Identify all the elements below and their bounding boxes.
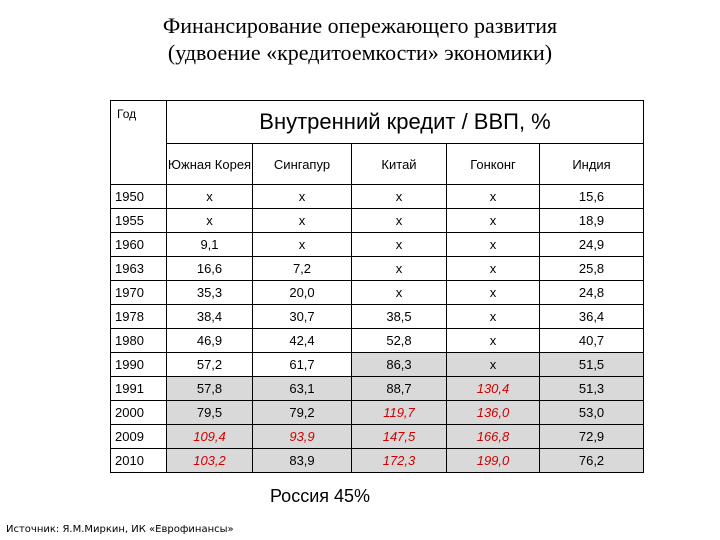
table-row: 2009 109,4 93,9 147,5 166,8 72,9 xyxy=(110,424,645,449)
value-cell: 25,8 xyxy=(538,256,645,281)
value-cell: 20,0 xyxy=(252,280,352,305)
year-cell: 1980 xyxy=(110,328,167,353)
value-cell: 57,8 xyxy=(166,376,253,401)
value-cell: 9,1 xyxy=(166,232,253,257)
value-cell: 63,1 xyxy=(252,376,352,401)
value-cell: 79,5 xyxy=(166,400,253,425)
value-cell: 40,7 xyxy=(538,328,645,353)
table-row: 1990 57,2 61,7 86,3 x 51,5 xyxy=(110,352,645,377)
value-cell: x xyxy=(351,184,447,209)
column-header: Сингапур xyxy=(252,143,352,185)
title-line-2: (удвоение «кредитоемкости» экономики) xyxy=(167,40,553,65)
value-cell: 88,7 xyxy=(351,376,447,401)
value-cell: x xyxy=(351,232,447,257)
table-row: 1950 x x x x 15,6 xyxy=(110,184,645,209)
value-cell: x xyxy=(252,208,352,233)
credit-gdp-table: Год Внутренний кредит / ВВП, % Южная Кор… xyxy=(110,100,645,473)
value-cell: x xyxy=(446,256,540,281)
table-row: 1978 38,4 30,7 38,5 x 36,4 xyxy=(110,304,645,329)
value-cell: 42,4 xyxy=(252,328,352,353)
value-cell: x xyxy=(446,280,540,305)
value-cell: x xyxy=(351,280,447,305)
value-cell: x xyxy=(252,184,352,209)
value-cell: x xyxy=(446,304,540,329)
value-cell: x xyxy=(446,352,540,377)
column-header: Гонконг xyxy=(446,143,540,185)
value-cell: 18,9 xyxy=(538,208,645,233)
value-cell: 52,8 xyxy=(351,328,447,353)
table-row: 1963 16,6 7,2 x x 25,8 xyxy=(110,256,645,281)
value-cell: 83,9 xyxy=(252,448,352,473)
main-header: Внутренний кредит / ВВП, % xyxy=(165,100,645,144)
value-cell: 16,6 xyxy=(166,256,253,281)
value-cell: 76,2 xyxy=(538,448,645,473)
value-cell: 38,5 xyxy=(351,304,447,329)
year-cell: 1970 xyxy=(110,280,167,305)
value-cell: 36,4 xyxy=(538,304,645,329)
value-cell: 30,7 xyxy=(252,304,352,329)
value-cell: 119,7 xyxy=(351,400,447,425)
value-cell: 109,4 xyxy=(166,424,253,449)
value-cell: 15,6 xyxy=(538,184,645,209)
value-cell: 46,9 xyxy=(166,328,253,353)
table-header-row-2: Южная Корея Сингапур Китай Гонконг Индия xyxy=(111,143,645,185)
table-row: 1991 57,8 63,1 88,7 130,4 51,3 xyxy=(110,376,645,401)
value-cell: x xyxy=(166,208,253,233)
column-header: Индия xyxy=(538,143,645,185)
column-header: Южная Корея xyxy=(166,143,253,185)
value-cell: 103,2 xyxy=(166,448,253,473)
year-header: Год xyxy=(110,100,167,185)
value-cell: x xyxy=(446,328,540,353)
title-line-1: Финансирование опережающего развития xyxy=(162,13,558,38)
value-cell: 35,3 xyxy=(166,280,253,305)
value-cell: 86,3 xyxy=(351,352,447,377)
value-cell: x xyxy=(351,256,447,281)
value-cell: x xyxy=(351,208,447,233)
value-cell: 199,0 xyxy=(446,448,540,473)
year-cell: 1960 xyxy=(110,232,167,257)
table-row: 1970 35,3 20,0 x x 24,8 xyxy=(110,280,645,305)
table-header-row-1: Год Внутренний кредит / ВВП, % xyxy=(110,100,645,185)
value-cell: 7,2 xyxy=(252,256,352,281)
value-cell: x xyxy=(446,208,540,233)
year-cell: 1990 xyxy=(110,352,167,377)
year-cell: 1991 xyxy=(110,376,167,401)
value-cell: 79,2 xyxy=(252,400,352,425)
value-cell: x xyxy=(166,184,253,209)
source-note: Источник: Я.М.Миркин, ИК «Еврофинансы» xyxy=(6,524,234,535)
year-cell: 1950 xyxy=(110,184,167,209)
table-row: 1980 46,9 42,4 52,8 x 40,7 xyxy=(110,328,645,353)
value-cell: 24,9 xyxy=(538,232,645,257)
value-cell: 53,0 xyxy=(538,400,645,425)
year-cell: 2000 xyxy=(110,400,167,425)
table-row: 2010 103,2 83,9 172,3 199,0 76,2 xyxy=(110,448,645,473)
value-cell: 51,5 xyxy=(538,352,645,377)
value-cell: 172,3 xyxy=(351,448,447,473)
value-cell: 93,9 xyxy=(252,424,352,449)
year-cell: 2009 xyxy=(110,424,167,449)
column-header: Китай xyxy=(351,143,447,185)
value-cell: 72,9 xyxy=(538,424,645,449)
russia-note: Россия 45% xyxy=(269,486,371,506)
value-cell: 166,8 xyxy=(446,424,540,449)
value-cell: 38,4 xyxy=(166,304,253,329)
year-cell: 1963 xyxy=(110,256,167,281)
value-cell: 57,2 xyxy=(166,352,253,377)
value-cell: x xyxy=(252,232,352,257)
year-cell: 2010 xyxy=(110,448,167,473)
table-row: 1960 9,1 x x x 24,9 xyxy=(110,232,645,257)
table-row: 2000 79,5 79,2 119,7 136,0 53,0 xyxy=(110,400,645,425)
value-cell: 136,0 xyxy=(446,400,540,425)
value-cell: 51,3 xyxy=(538,376,645,401)
table-row: 1955 x x x x 18,9 xyxy=(110,208,645,233)
year-cell: 1955 xyxy=(110,208,167,233)
value-cell: 147,5 xyxy=(351,424,447,449)
slide-title: Финансирование опережающего развития (уд… xyxy=(0,12,720,66)
value-cell: x xyxy=(446,184,540,209)
value-cell: 24,8 xyxy=(538,280,645,305)
value-cell: 61,7 xyxy=(252,352,352,377)
value-cell: 130,4 xyxy=(446,376,540,401)
value-cell: x xyxy=(446,232,540,257)
year-cell: 1978 xyxy=(110,304,167,329)
